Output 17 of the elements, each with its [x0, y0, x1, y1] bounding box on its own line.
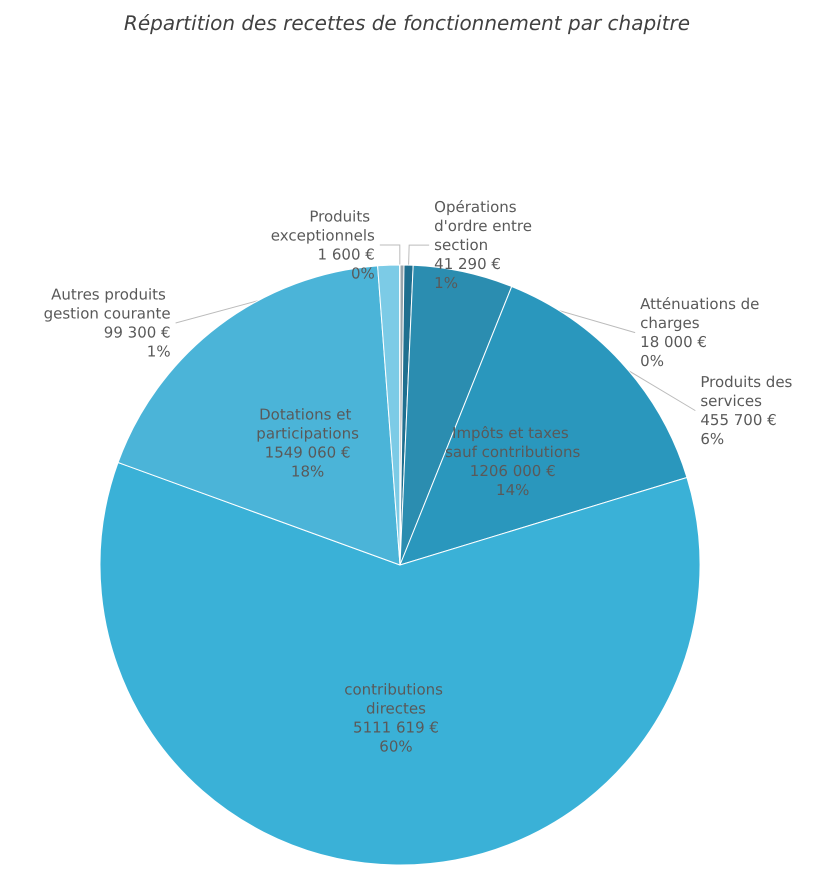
slice-label: Opérations d'ordre entre section [434, 198, 537, 254]
chart-title: Répartition des recettes de fonctionnement par chapitre [124, 11, 690, 35]
data-label: 5111 619 € 60% [353, 718, 439, 756]
slice-label: Produits exceptionnels [270, 208, 375, 244]
slice-label: Produits des services [700, 373, 798, 410]
data-label: 99 300 € 1% [104, 324, 171, 360]
slice-label: contributions directes [344, 680, 448, 718]
slice-label: Autres produits gestion courante [44, 286, 171, 322]
data-label: 18 000 € 0% [640, 333, 707, 370]
slice-label: Dotations et participations [256, 406, 360, 443]
data-label: 455 700 € 6% [700, 411, 777, 448]
data-label: 1 600 € 0% [318, 246, 375, 282]
data-label: 1549 060 € 18% [264, 444, 351, 481]
slice-label: Impôts et taxes sauf contributions [445, 424, 581, 462]
data-label: 1206 000 € 14% [470, 462, 556, 500]
data-label: 41 290 € 1% [434, 255, 501, 292]
slice-label: Atténuations de charges [640, 295, 764, 332]
